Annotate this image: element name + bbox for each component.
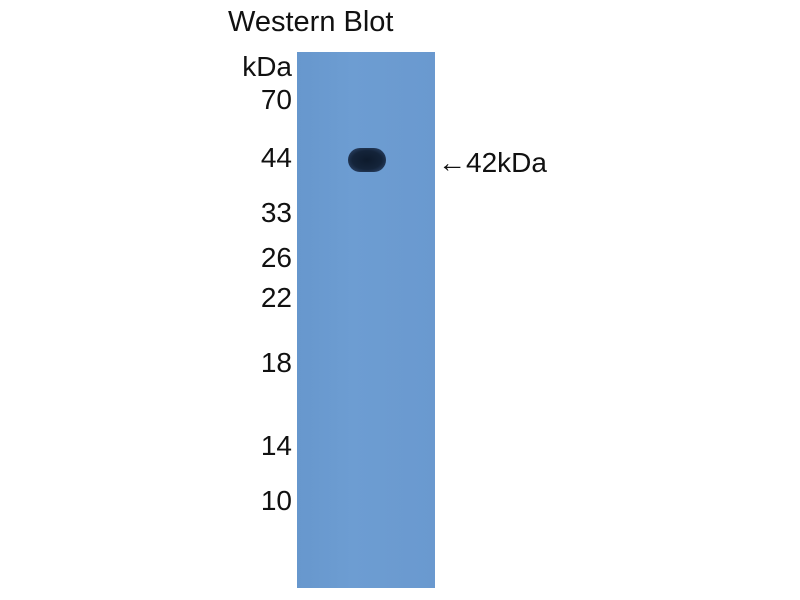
- band-annotation: ←42kDa: [438, 147, 547, 178]
- marker-label: 70: [260, 84, 292, 115]
- protein-band: [348, 148, 386, 172]
- blot-membrane: [297, 52, 435, 588]
- marker-label: 18: [260, 347, 292, 378]
- marker-label: 44: [260, 142, 292, 173]
- unit-label: kDa: [242, 51, 292, 82]
- marker-label: 33: [260, 197, 292, 228]
- marker-label: 10: [260, 485, 292, 516]
- marker-label: 22: [260, 282, 292, 313]
- figure-title: Western Blot: [228, 6, 394, 38]
- marker-label: 14: [260, 430, 292, 461]
- marker-label: 26: [260, 242, 292, 273]
